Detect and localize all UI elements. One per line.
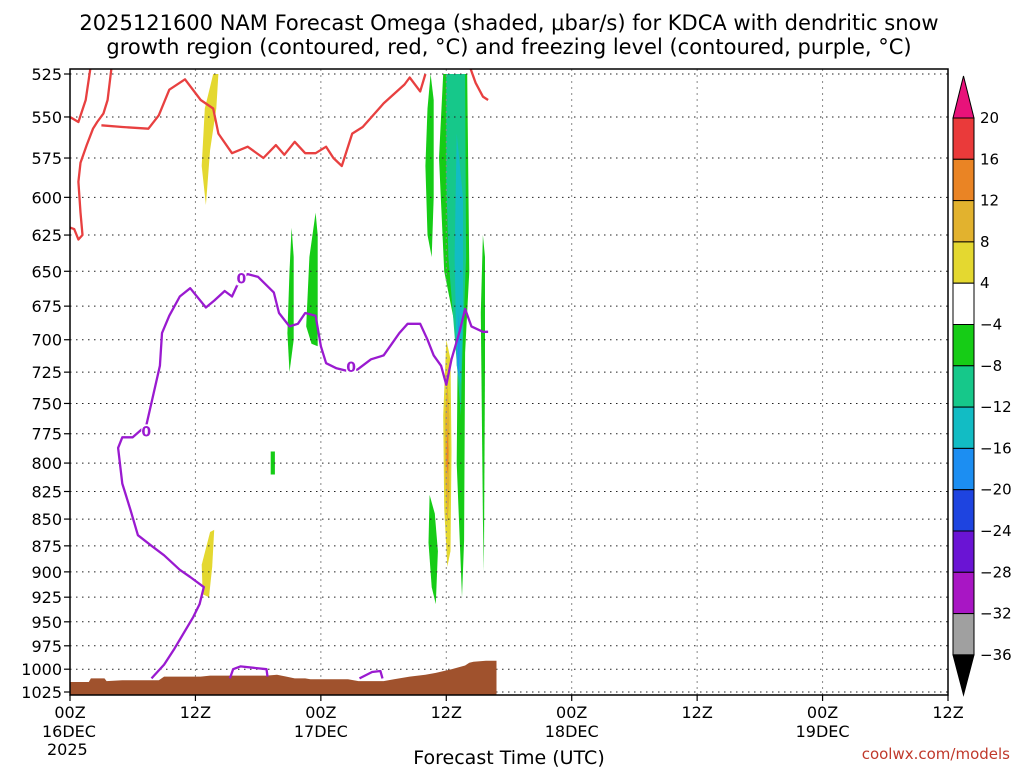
x-axis-label: Forecast Time (UTC) bbox=[413, 747, 604, 768]
x-tick-date-0: 16DEC bbox=[42, 722, 96, 741]
x-tick-date-2: 17DEC bbox=[294, 722, 348, 741]
credit-text: coolwx.com/models bbox=[862, 745, 1010, 763]
colorbar-label-1: 16 bbox=[980, 150, 999, 168]
x-tick-label-3: 12Z bbox=[431, 703, 462, 722]
colorbar-box-7 bbox=[952, 365, 975, 408]
colorbar-box-11 bbox=[952, 530, 975, 573]
x-tick-date-6: 19DEC bbox=[796, 722, 850, 741]
colorbar-box-9 bbox=[952, 447, 975, 491]
dgz-contour-1 bbox=[101, 73, 427, 168]
chart-title-line-2: growth region (contoured, red, °C) and f… bbox=[106, 35, 911, 59]
x-tick-label-5: 12Z bbox=[681, 703, 712, 722]
colorbar-box-13 bbox=[952, 613, 975, 656]
y-tick-label-7: 700 bbox=[31, 331, 62, 350]
y-tick-label-20: 1025 bbox=[21, 683, 62, 702]
y-tick-label-10: 775 bbox=[31, 425, 62, 444]
colorbar-box-1 bbox=[952, 117, 975, 160]
colorbar-box-12 bbox=[952, 571, 975, 615]
omega-region-5 bbox=[425, 74, 434, 257]
freezing-level-contour: 0 0 0 bbox=[116, 271, 489, 680]
plot-frame bbox=[69, 68, 949, 696]
y-axis: 525 550 575 600 625 650 675 700 725 750 775 800 825 8… bbox=[21, 65, 70, 702]
colorbar-box-4 bbox=[952, 241, 975, 284]
colorbar: 20 16 12 8 4 −4 −8 −12 −16 −20 −24 −28 −32 −36 bbox=[952, 75, 1012, 697]
x-tick-year-0: 2025 bbox=[47, 740, 88, 759]
x-tick-label-4: 00Z bbox=[556, 703, 587, 722]
grid-lines bbox=[70, 69, 948, 695]
colorbar-label-5: −4 bbox=[980, 316, 1002, 334]
colorbar-box-5 bbox=[952, 282, 975, 326]
x-tick-label-2: 00Z bbox=[305, 703, 336, 722]
colorbar-box-3 bbox=[952, 200, 975, 243]
colorbar-box-2 bbox=[952, 158, 975, 202]
freezing-label-2: 0 bbox=[346, 360, 356, 376]
y-tick-label-8: 725 bbox=[31, 363, 62, 382]
y-tick-label-17: 950 bbox=[31, 613, 62, 632]
colorbar-label-8: −16 bbox=[980, 439, 1012, 457]
freezing-contour-2 bbox=[358, 669, 384, 680]
y-tick-label-13: 850 bbox=[31, 510, 62, 529]
x-tick-label-1: 12Z bbox=[180, 703, 211, 722]
y-tick-label-4: 625 bbox=[31, 226, 62, 245]
dendritic-growth-contour bbox=[70, 69, 489, 241]
plot-area: 0 0 0 bbox=[70, 69, 948, 695]
terrain-fill bbox=[70, 660, 497, 695]
y-tick-label-6: 675 bbox=[31, 297, 62, 316]
freezing-label-0: 0 bbox=[141, 424, 151, 440]
colorbar-label-7: −12 bbox=[980, 398, 1012, 416]
colorbar-label-13: −36 bbox=[980, 646, 1012, 664]
dgz-contour-0 bbox=[70, 69, 113, 241]
y-tick-label-9: 750 bbox=[31, 394, 62, 413]
y-tick-label-5: 650 bbox=[31, 262, 62, 281]
colorbar-box-8 bbox=[952, 406, 975, 449]
y-tick-label-1: 550 bbox=[31, 108, 62, 127]
omega-region-6 bbox=[428, 494, 438, 605]
colorbar-label-11: −28 bbox=[980, 563, 1012, 581]
y-tick-label-16: 925 bbox=[31, 588, 62, 607]
y-tick-label-18: 975 bbox=[31, 637, 62, 656]
omega-region-14 bbox=[480, 235, 485, 572]
omega-region-13 bbox=[446, 427, 449, 475]
colorbar-label-0: 20 bbox=[980, 109, 999, 127]
colorbar-label-10: −24 bbox=[980, 522, 1012, 540]
freezing-contour-0 bbox=[116, 272, 489, 680]
freezing-label-1: 0 bbox=[237, 271, 247, 287]
colorbar-box-6 bbox=[952, 324, 975, 367]
omega-region-1 bbox=[201, 529, 215, 598]
freezing-label-bg-1 bbox=[236, 271, 247, 286]
y-tick-label-15: 900 bbox=[31, 563, 62, 582]
omega-region-0 bbox=[201, 74, 219, 205]
colorbar-bottom-arrow bbox=[952, 654, 975, 697]
chart-title-line-1: 2025121600 NAM Forecast Omega (shaded, μ… bbox=[79, 11, 938, 35]
colorbar-label-9: −20 bbox=[980, 481, 1012, 499]
colorbar-label-12: −32 bbox=[980, 605, 1012, 623]
y-tick-label-3: 600 bbox=[31, 188, 62, 207]
x-tick-date-4: 18DEC bbox=[545, 722, 599, 741]
colorbar-label-6: −8 bbox=[980, 357, 1002, 375]
y-tick-label-14: 875 bbox=[31, 537, 62, 556]
y-tick-label-12: 825 bbox=[31, 482, 62, 501]
x-tick-label-0: 00Z bbox=[54, 703, 85, 722]
colorbar-label-3: 8 bbox=[980, 233, 990, 251]
y-tick-label-2: 575 bbox=[31, 149, 62, 168]
x-tick-label-6: 00Z bbox=[807, 703, 838, 722]
y-tick-label-19: 1000 bbox=[21, 660, 62, 679]
omega-region-2 bbox=[287, 227, 294, 373]
y-tick-label-11: 800 bbox=[31, 454, 62, 473]
colorbar-label-2: 12 bbox=[980, 192, 999, 210]
colorbar-label-4: 4 bbox=[980, 274, 990, 292]
colorbar-box-10 bbox=[952, 489, 975, 532]
x-tick-label-7: 12Z bbox=[932, 703, 963, 722]
omega-region-4 bbox=[270, 451, 275, 475]
terrain bbox=[70, 660, 497, 695]
freezing-label-bg-0 bbox=[141, 424, 152, 439]
freezing-label-bg-2 bbox=[346, 360, 357, 375]
dgz-contour-2 bbox=[469, 69, 489, 101]
y-tick-label-0: 525 bbox=[31, 65, 62, 84]
freezing-contour-1 bbox=[228, 665, 269, 679]
